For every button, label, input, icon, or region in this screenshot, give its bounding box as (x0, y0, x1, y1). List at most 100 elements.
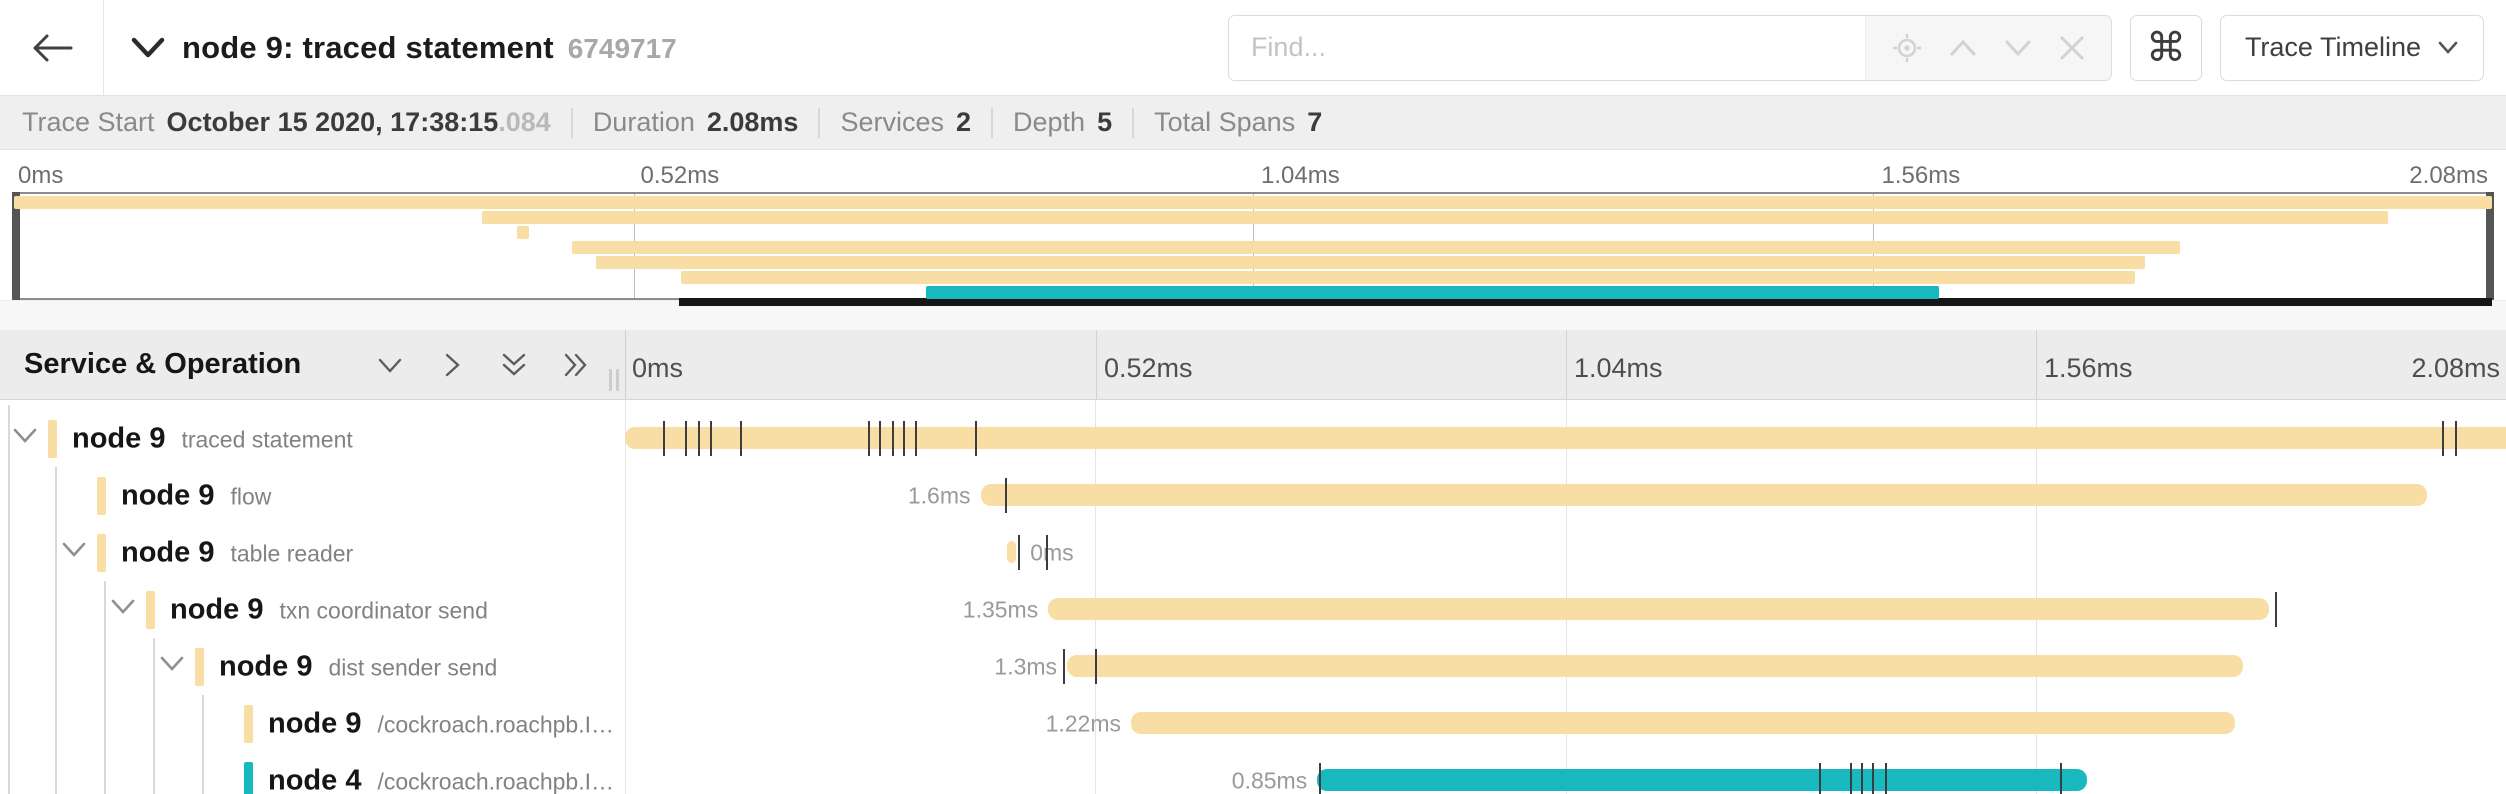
expand-one-chevron-right-icon[interactable] (437, 350, 467, 380)
span-duration-label: 1.6ms (907, 482, 971, 508)
trace-view-dropdown[interactable]: Trace Timeline (2219, 14, 2484, 81)
span-log-tick[interactable] (892, 421, 895, 456)
span-log-tick[interactable] (662, 421, 665, 456)
service-name: node 9 (170, 593, 264, 625)
span-bar[interactable] (980, 484, 2427, 506)
span-bar-cell: 1.3ms (625, 638, 2506, 695)
expand-chevron-down-icon[interactable] (12, 426, 38, 446)
span-log-tick[interactable] (974, 421, 977, 456)
span-log-tick[interactable] (1046, 535, 1049, 570)
span-log-tick[interactable] (2060, 763, 2063, 794)
collapse-all-chevron-down-icon[interactable] (375, 350, 405, 380)
span-name-cell[interactable]: node 9 dist sender send (0, 638, 625, 695)
span-log-tick[interactable] (1018, 535, 1021, 570)
span-name-cell[interactable]: node 9 table reader (0, 524, 625, 581)
span-bar[interactable] (1130, 712, 2236, 734)
span-log-tick[interactable] (867, 421, 870, 456)
span-log-tick[interactable] (739, 421, 742, 456)
span-log-tick[interactable] (2274, 592, 2277, 627)
span-labels: node 9/cockroach.roachpb.I… (268, 707, 614, 740)
collapse-all-double-chevron-down-icon[interactable] (499, 350, 529, 380)
span-duration-label: 1.35ms (962, 596, 1039, 622)
summary-value: 7 (1307, 107, 1323, 137)
chevron-up-icon[interactable] (1948, 37, 1978, 59)
minimap-scroll-indicator[interactable] (679, 298, 2492, 306)
keyboard-shortcuts-button[interactable]: ⌘ (2129, 14, 2202, 81)
expand-chevron-down-icon[interactable] (159, 654, 185, 674)
span-bar[interactable] (1048, 598, 2269, 620)
span-name-cell[interactable]: node 9 traced statement (0, 410, 625, 467)
span-log-tick[interactable] (2442, 421, 2445, 456)
span-log-tick[interactable] (1319, 763, 1322, 794)
span-name-cell[interactable]: node 4/cockroach.roachpb.I… (0, 752, 625, 794)
back-button[interactable] (0, 0, 104, 95)
span-labels: node 9 dist sender send (219, 650, 497, 683)
span-log-tick[interactable] (878, 421, 881, 456)
operation-name: table reader (230, 540, 354, 566)
tick-label: 1.56ms (1881, 162, 1961, 189)
expand-chevron-down-icon[interactable] (110, 597, 136, 617)
span-name-cell[interactable]: node 9 flow (0, 467, 625, 524)
tree-guide-line (55, 467, 57, 794)
service-color-chip (244, 705, 253, 743)
locate-icon[interactable] (1891, 32, 1923, 64)
header-controls: ⌘ Trace Timeline (1227, 14, 2506, 81)
span-bar[interactable] (1317, 769, 2087, 791)
service-name: node 4 (268, 764, 362, 794)
span-bar[interactable] (625, 427, 2506, 449)
span-log-tick[interactable] (1063, 649, 1066, 684)
span-labels: node 9 traced statement (72, 422, 353, 455)
span-log-tick[interactable] (709, 421, 712, 456)
column-resize-grip[interactable] (609, 369, 619, 391)
chevron-down-icon (2438, 41, 2458, 54)
service-operation-header: Service & Operation (24, 348, 302, 380)
span-log-tick[interactable] (914, 421, 917, 456)
span-log-tick[interactable] (685, 421, 688, 456)
span-log-tick[interactable] (1872, 763, 1875, 794)
span-bar-cell (625, 410, 2506, 467)
summary-label: Trace Start (22, 107, 155, 137)
span-name-cell[interactable]: node 9 txn coordinator send (0, 581, 625, 638)
span-log-tick[interactable] (698, 421, 701, 456)
chevron-down-icon[interactable] (2003, 37, 2033, 59)
span-log-tick[interactable] (1849, 763, 1852, 794)
span-log-tick[interactable] (1004, 478, 1007, 513)
span-row: node 9 dist sender send 1.3ms (0, 638, 2506, 695)
summary-value: 2.08ms (706, 107, 799, 137)
span-duration-label: 0.85ms (1231, 767, 1308, 793)
collapse-header-chevron-icon[interactable] (130, 35, 166, 61)
tree-guide-line (104, 581, 106, 794)
trace-summary-bar: Trace Start October 15 2020, 17:38:15.084… (0, 96, 2506, 150)
service-name: node 9 (121, 536, 215, 568)
tick-label: 0ms (18, 162, 64, 189)
service-color-chip (97, 534, 106, 572)
summary-divider (1132, 107, 1135, 138)
span-log-tick[interactable] (1860, 763, 1863, 794)
expand-chevron-down-icon[interactable] (61, 540, 87, 560)
span-log-tick[interactable] (1095, 649, 1098, 684)
minimap-span-bar (596, 256, 2146, 269)
span-log-tick[interactable] (1885, 763, 1888, 794)
find-group (1227, 14, 2112, 81)
span-log-tick[interactable] (903, 421, 906, 456)
expand-all-double-chevron-right-icon[interactable] (561, 350, 591, 380)
minimap-canvas[interactable] (12, 192, 2494, 306)
gridline (1566, 330, 1567, 399)
span-name-cell[interactable]: node 9/cockroach.roachpb.I… (0, 695, 625, 752)
span-row: node 9 txn coordinator send 1.35ms (0, 581, 2506, 638)
minimap-left-scrubber[interactable] (12, 192, 20, 300)
minimap-right-scrubber[interactable] (2486, 192, 2494, 300)
span-row: node 9 table reader 0ms (0, 524, 2506, 581)
span-labels: node 9 txn coordinator send (170, 593, 488, 626)
span-bar[interactable] (1067, 655, 2243, 677)
tree-guide-line (153, 638, 155, 794)
span-log-tick[interactable] (2455, 421, 2458, 456)
span-log-tick[interactable] (1819, 763, 1822, 794)
find-input[interactable] (1228, 15, 1865, 80)
timeline-header-left: Service & Operation (0, 330, 625, 399)
gridline (1095, 400, 1097, 794)
span-bar[interactable] (1006, 541, 1017, 563)
gridline (1096, 330, 1097, 399)
close-icon[interactable] (2058, 34, 2086, 62)
page-title: node 9: traced statement (182, 29, 554, 65)
